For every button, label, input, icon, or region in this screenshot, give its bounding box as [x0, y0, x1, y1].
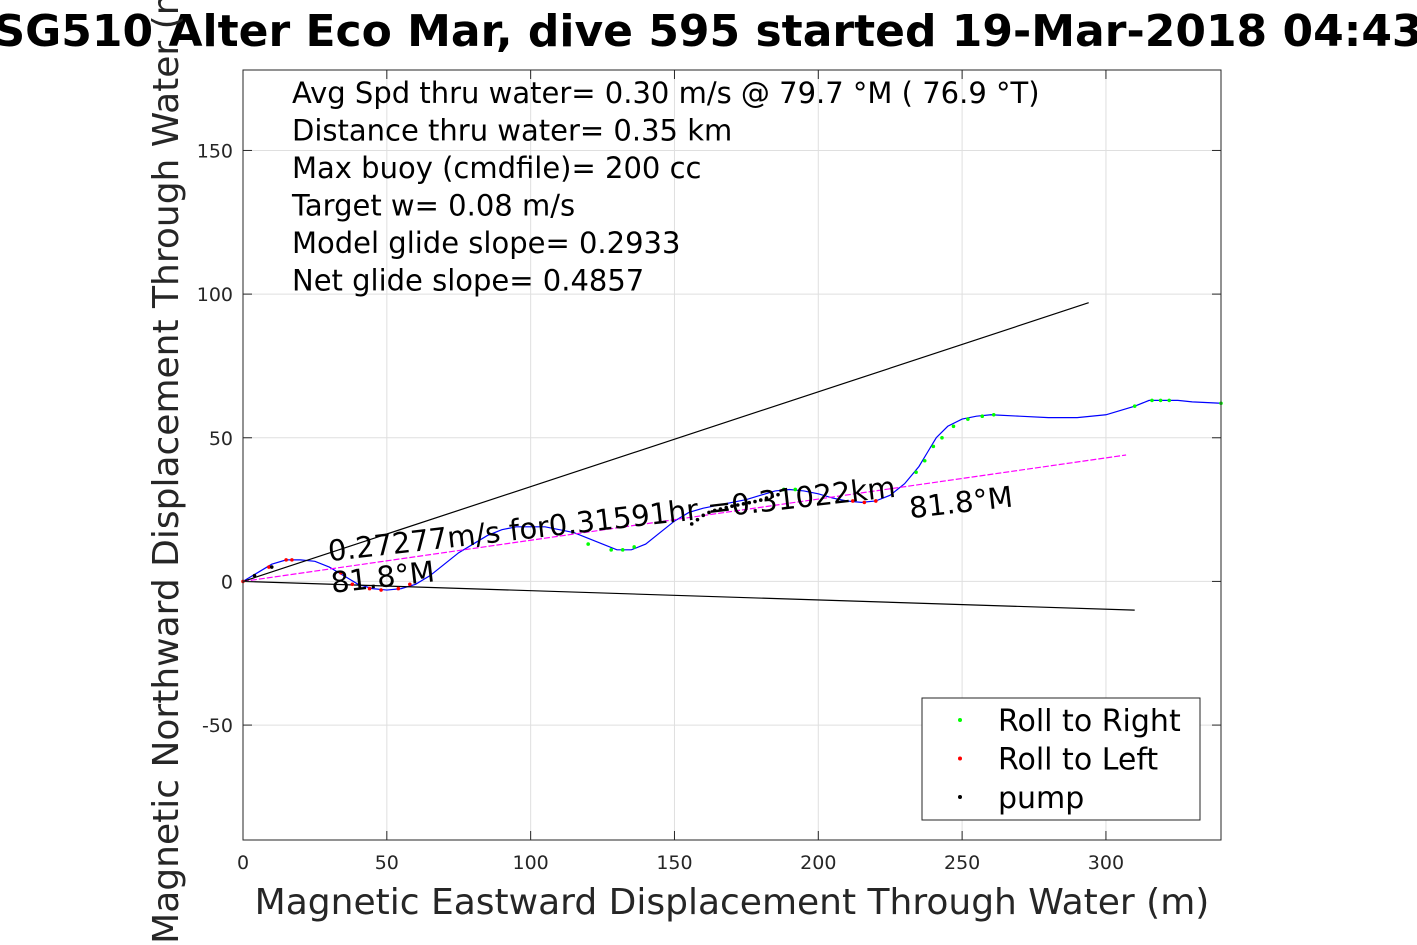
data-point [695, 517, 700, 522]
data-point [922, 458, 927, 463]
x-tick-label: 100 [513, 852, 549, 874]
data-point [586, 542, 590, 546]
data-point [758, 498, 763, 502]
points-layer [241, 398, 1223, 592]
data-point [781, 487, 786, 492]
data-point [367, 586, 372, 591]
data-point [862, 500, 867, 505]
data-point [408, 582, 412, 587]
info-block: Avg Spd thru water= 0.30 m/s @ 79.7 °M (… [291, 76, 1040, 298]
data-point [707, 510, 711, 515]
x-tick-label: 50 [375, 852, 399, 874]
data-point [620, 548, 625, 552]
data-point [379, 588, 383, 592]
data-point [1167, 398, 1172, 403]
data-point [776, 492, 780, 497]
data-point [931, 444, 936, 449]
data-point [1150, 398, 1154, 403]
x-axis-label: Magnetic Eastward Displacement Through W… [255, 882, 1210, 923]
data-point [609, 548, 613, 552]
grid [242, 70, 1221, 840]
data-point [741, 502, 746, 506]
info-line: Model glide slope= 0.2933 [292, 226, 680, 260]
data-point [252, 573, 257, 578]
x-tick-label: 300 [1088, 852, 1124, 874]
data-point [851, 499, 855, 503]
chart-title: SG510 Alter Eco Mar, dive 595 started 19… [0, 6, 1417, 57]
data-point [730, 504, 734, 508]
legend-marker [958, 756, 962, 761]
data-point [339, 570, 343, 575]
data-point [284, 558, 288, 562]
legend-marker [958, 795, 962, 799]
x-tick-label: 250 [944, 852, 980, 874]
data-point [735, 503, 740, 507]
y-axis-label: Magnetic Northward Displacement Through … [146, 0, 187, 944]
plot-border [242, 69, 1222, 841]
data-point [966, 417, 970, 421]
y-tick-label: 100 [197, 284, 233, 306]
data-point [874, 499, 878, 503]
series-line-model-track [242, 454, 1127, 583]
y-tick-label: -50 [202, 715, 233, 737]
info-line: Target w= 0.08 m/s [291, 189, 575, 223]
info-line: Max buoy (cmdfile)= 200 cc [292, 151, 701, 185]
data-point [793, 487, 798, 492]
data-point [689, 522, 694, 526]
data-point [914, 470, 918, 475]
data-point [269, 565, 274, 569]
data-point [396, 586, 401, 591]
info-line: Distance thru water= 0.35 km [292, 114, 732, 148]
series-line-glide-cone-upper [242, 302, 1089, 582]
ticks: 0 50 100 150 200 250 300 -50 0 50 100 150 [197, 70, 1221, 874]
legend-box [921, 697, 1201, 821]
x-tick-label: 0 [237, 852, 249, 874]
data-point [747, 500, 752, 505]
legend-marker [958, 718, 962, 722]
legend-label: Roll to Left [998, 743, 1158, 778]
data-point [290, 558, 294, 562]
data-point [267, 565, 271, 569]
info-line: Avg Spd thru water= 0.30 m/s @ 79.7 °M (… [292, 76, 1040, 110]
y-tick-label: 150 [197, 140, 233, 162]
x-tick-label: 200 [800, 852, 836, 874]
data-point [753, 499, 757, 504]
data-point [1132, 404, 1137, 408]
data-point [712, 508, 717, 513]
data-point [940, 435, 944, 440]
data-point [718, 507, 723, 511]
data-point [980, 414, 985, 419]
data-point [632, 545, 636, 549]
legend-label: Roll to Right [998, 704, 1181, 739]
y-tick-label: 50 [209, 428, 233, 450]
data-point [701, 513, 706, 518]
data-point [724, 505, 729, 510]
data-point [764, 496, 769, 500]
data-point [991, 412, 996, 417]
data-point [770, 494, 775, 499]
legend-label: pump [998, 781, 1084, 816]
y-tick-label: 0 [221, 571, 233, 593]
data-point [951, 424, 956, 429]
data-point [1158, 398, 1163, 403]
series-line-glide-cone-lower [242, 580, 1135, 611]
data-point [350, 582, 355, 587]
info-line: Net glide slope= 0.4857 [292, 264, 644, 298]
x-tick-label: 150 [656, 852, 692, 874]
